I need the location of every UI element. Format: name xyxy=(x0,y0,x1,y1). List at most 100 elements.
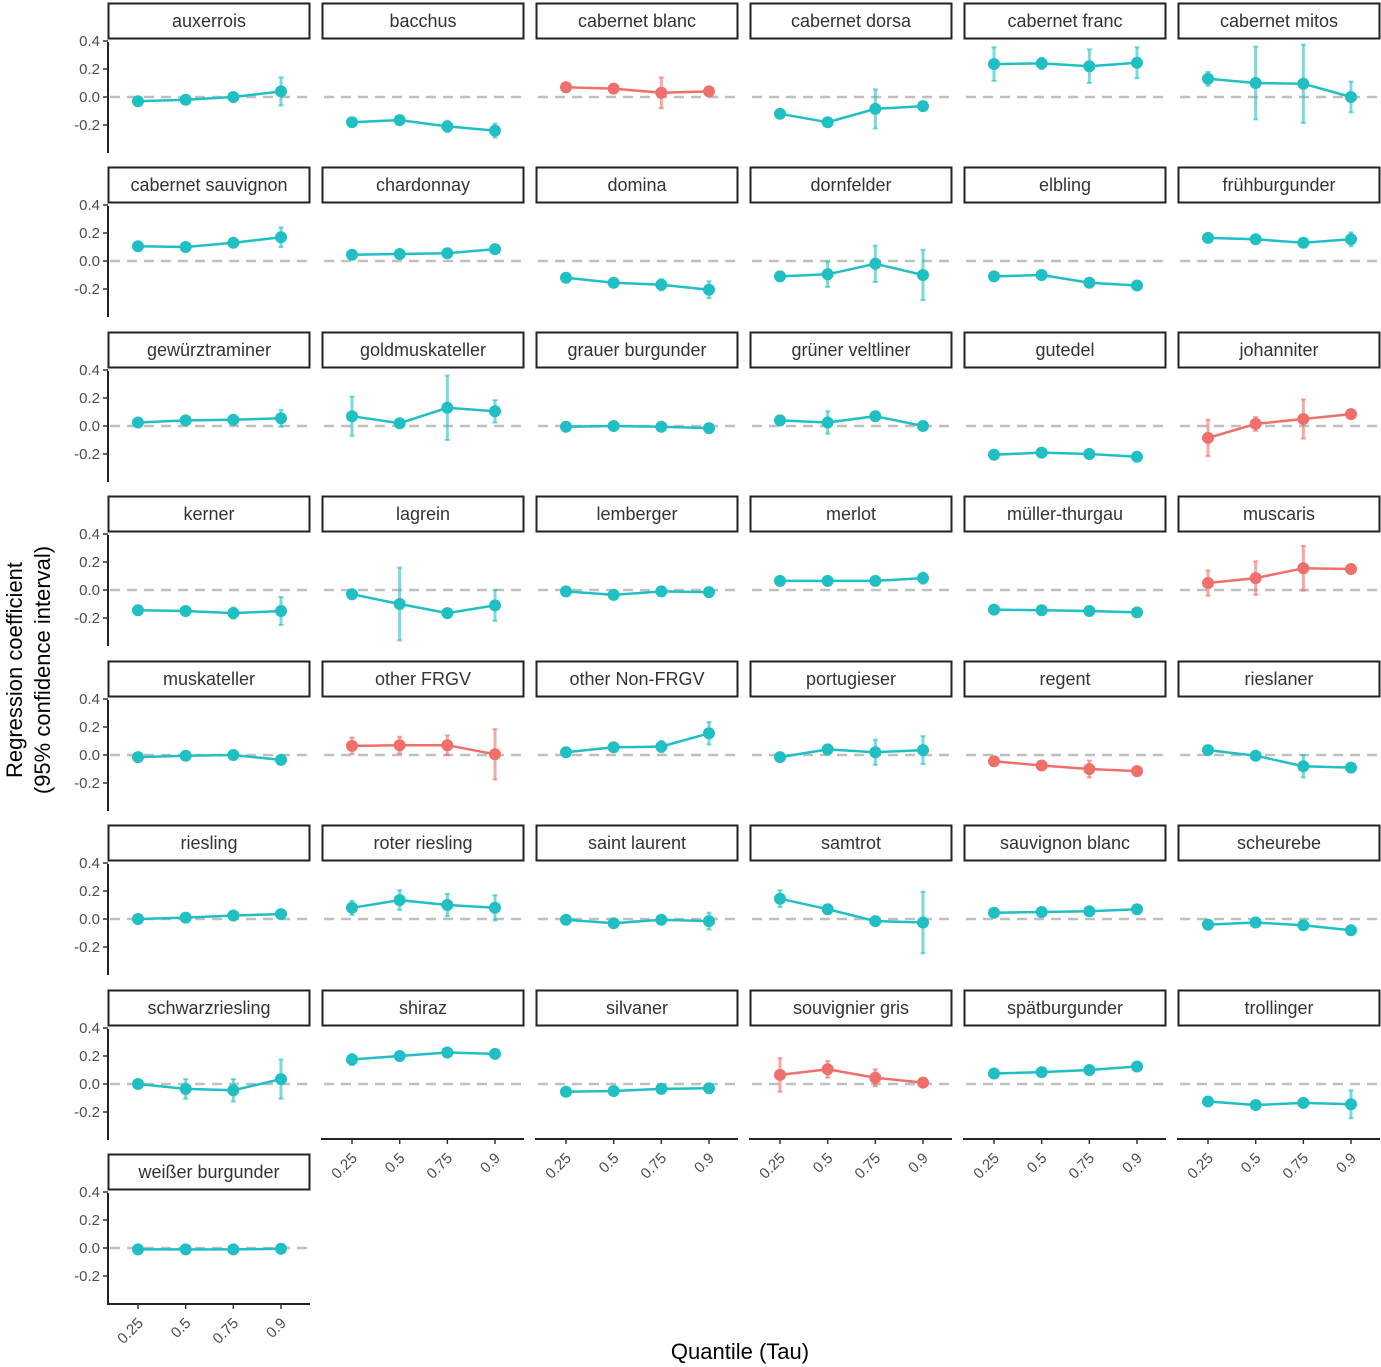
panel-domina: domina xyxy=(535,166,739,300)
y-tick-label: -0.2 xyxy=(74,281,100,298)
panel-strip xyxy=(749,660,953,698)
panel-auxerrois: auxerrois 0.4 0.2 0.0 -0.2 xyxy=(74,2,311,153)
data-point xyxy=(275,85,287,98)
panel-strip xyxy=(107,495,311,533)
y-tick-label: 0.0 xyxy=(79,418,100,435)
panel-title: portugieser xyxy=(806,669,896,689)
panel-title: gewürztraminer xyxy=(147,340,271,360)
panel-title: shiraz xyxy=(399,998,447,1018)
data-point xyxy=(393,894,406,907)
data-point xyxy=(179,911,192,924)
x-tick-label: 0.9 xyxy=(263,1315,290,1342)
series-line xyxy=(137,912,282,921)
series-line xyxy=(993,451,1138,459)
data-point xyxy=(132,1243,144,1256)
panel-riesling: riesling 0.4 0.2 0.0 -0.2 xyxy=(74,824,311,975)
data-point xyxy=(441,607,454,620)
data-point xyxy=(489,1047,501,1060)
panel-strip xyxy=(321,989,525,1027)
data-point xyxy=(774,270,786,283)
series-line xyxy=(351,592,496,615)
data-point xyxy=(1345,563,1357,575)
data-point xyxy=(1202,231,1214,244)
series-line xyxy=(779,748,924,759)
data-point xyxy=(869,102,882,115)
data-point xyxy=(1297,562,1310,575)
data-point xyxy=(132,604,144,617)
x-tick-label: 0.5 xyxy=(1238,1150,1265,1177)
y-tick-label: -0.2 xyxy=(74,939,100,956)
series-line xyxy=(137,609,282,615)
panel-strip xyxy=(107,166,311,204)
data-point xyxy=(774,751,786,764)
y-tick-label: -0.2 xyxy=(74,117,100,134)
y-tick-label: -0.2 xyxy=(74,446,100,463)
data-point xyxy=(179,1243,192,1256)
data-point xyxy=(179,93,192,106)
panel-strip xyxy=(321,2,525,40)
panel-frühburgunder: frühburgunder xyxy=(1177,166,1381,263)
panel-strip xyxy=(535,824,739,862)
panel-title: silvaner xyxy=(606,998,668,1018)
data-point xyxy=(1249,916,1262,929)
data-point xyxy=(988,448,1000,461)
series-line xyxy=(565,918,710,925)
panel-lagrein: lagrein xyxy=(321,495,525,642)
x-tick-label: 0.9 xyxy=(905,1150,932,1177)
panel-title: auxerrois xyxy=(172,11,246,31)
panel-title: lagrein xyxy=(396,504,450,524)
data-point xyxy=(275,412,287,425)
x-tick-label: 0.25 xyxy=(542,1150,575,1183)
panel-chardonnay: chardonnay xyxy=(321,166,525,263)
y-axis-title-line1: Regression coefficient xyxy=(2,562,27,778)
x-tick-label: 0.25 xyxy=(328,1150,361,1183)
panel-title: lemberger xyxy=(596,504,677,524)
series-line xyxy=(993,760,1138,773)
panel-title: weißer burgunder xyxy=(137,1162,279,1182)
panel-strip xyxy=(107,824,311,862)
data-point xyxy=(1083,605,1096,617)
x-tick-label: 0.25 xyxy=(970,1150,1003,1183)
data-point xyxy=(1297,760,1310,773)
panel-title: domina xyxy=(607,175,667,195)
data-point xyxy=(607,82,620,95)
panel-strip xyxy=(535,495,739,533)
panel-strip xyxy=(963,2,1167,40)
panel-schwarzriesling: schwarzriesling 0.4 0.2 0.0 -0.2 xyxy=(74,989,311,1140)
x-tick-label: 0.75 xyxy=(423,1150,456,1183)
panel-title: dornfelder xyxy=(810,175,891,195)
data-point xyxy=(655,913,668,926)
data-point xyxy=(1202,72,1214,85)
series-line xyxy=(993,1065,1138,1075)
y-tick-label: 0.2 xyxy=(79,390,100,407)
data-point xyxy=(988,58,1000,71)
series-line xyxy=(351,247,496,256)
data-point xyxy=(1083,763,1096,775)
series-line xyxy=(1207,567,1352,585)
panel-title: müller-thurgau xyxy=(1007,504,1123,524)
data-point xyxy=(655,1082,668,1095)
data-point xyxy=(821,743,834,756)
panel-trollinger: trollinger 0.25 0.5 0.75 0.9 xyxy=(1177,989,1381,1182)
series-line xyxy=(1207,412,1352,440)
x-tick-label: 0.75 xyxy=(851,1150,884,1183)
data-point xyxy=(346,588,358,601)
series-line xyxy=(351,118,496,132)
y-tick-label: -0.2 xyxy=(74,775,100,792)
data-point xyxy=(1249,572,1262,585)
x-tick-label: 0.75 xyxy=(637,1150,670,1183)
data-point xyxy=(774,1068,786,1081)
data-point xyxy=(227,236,240,249)
data-point xyxy=(275,605,287,617)
data-point xyxy=(607,917,620,930)
panel-cabernet-sauvignon: cabernet sauvignon 0.4 0.2 0.0 -0.2 xyxy=(74,166,311,317)
data-point xyxy=(1202,431,1214,444)
panel-goldmuskateller: goldmuskateller xyxy=(321,331,525,441)
series-line xyxy=(565,590,710,597)
facet-grid: auxerrois 0.4 0.2 0.0 -0.2 bacchus cabernet bl… xyxy=(74,2,1381,1347)
data-point xyxy=(1249,417,1262,430)
data-point xyxy=(179,241,192,253)
series-line xyxy=(779,414,924,428)
data-point xyxy=(179,749,192,762)
panel-title: goldmuskateller xyxy=(360,340,486,360)
